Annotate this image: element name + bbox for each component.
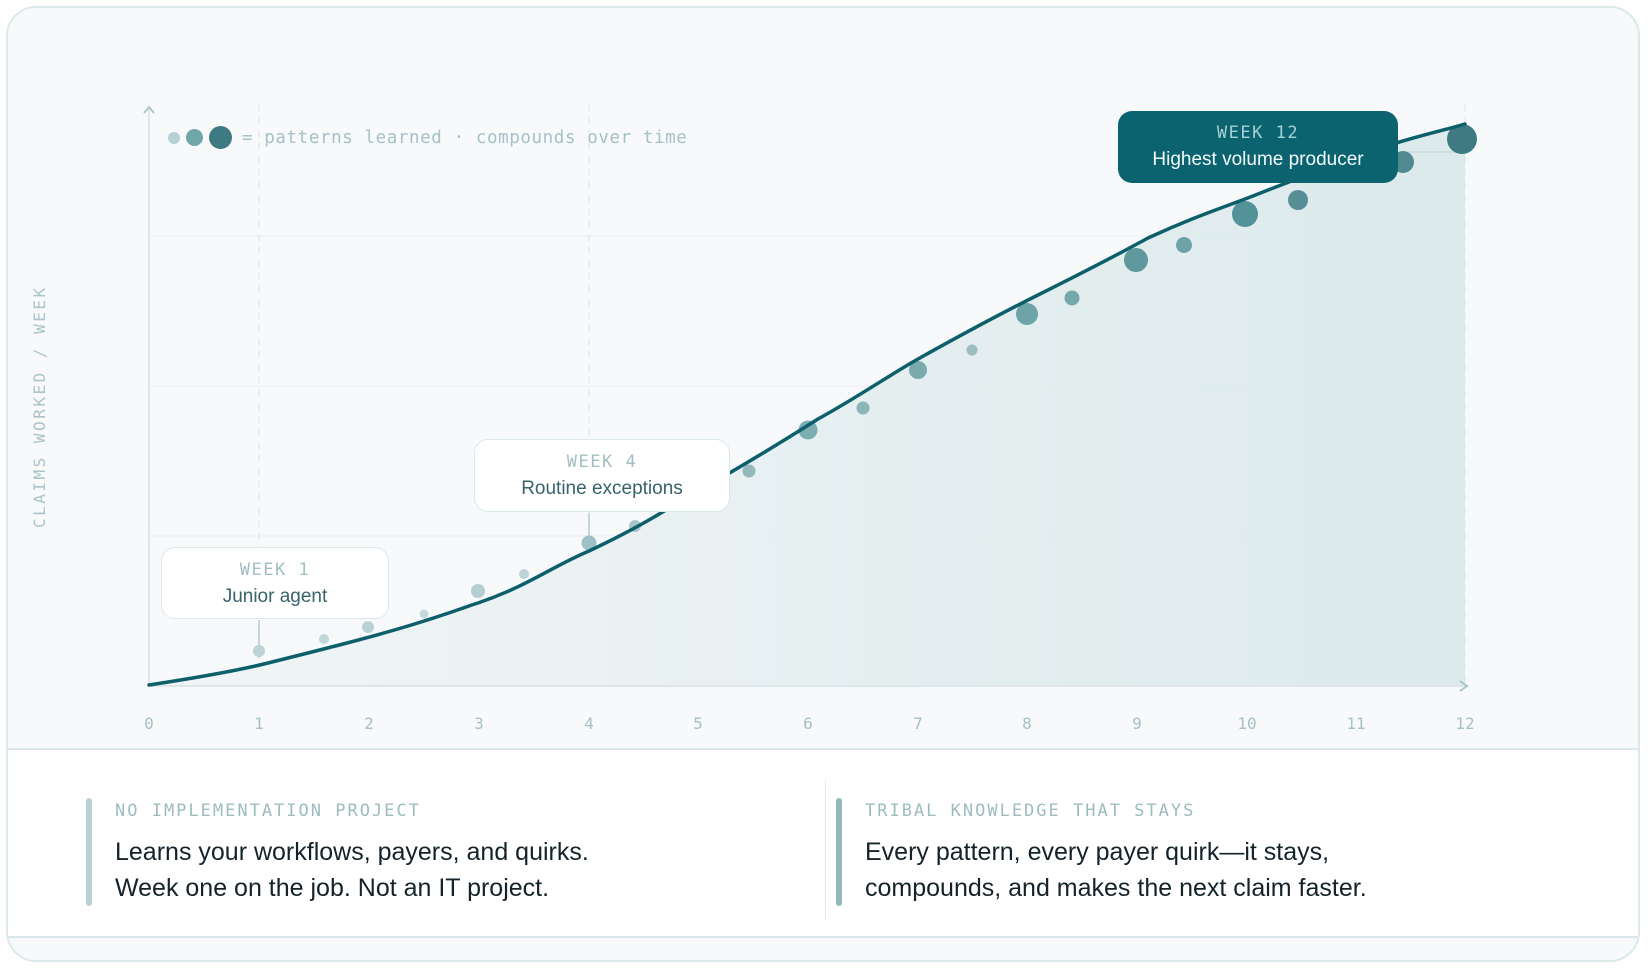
x-tick: 0	[144, 714, 154, 733]
x-tick: 2	[364, 714, 374, 733]
accent-bar	[86, 798, 92, 906]
callout-title: Highest volume producer	[1152, 149, 1364, 170]
x-tick: 4	[584, 714, 594, 733]
feature-line: Week one on the job. Not an IT project.	[115, 874, 550, 902]
callout-week-label: WEEK 12	[1216, 123, 1300, 143]
callout-week-4: WEEK 4 Routine exceptions	[474, 439, 730, 512]
x-tick: 6	[803, 714, 813, 733]
bubble-small-icon	[168, 131, 180, 144]
x-tick: 3	[474, 714, 484, 733]
line-chart	[143, 104, 1477, 692]
callout-title: Routine exceptions	[521, 478, 683, 499]
feature-body: Every pattern, every payer quirk—it stay…	[865, 834, 1367, 906]
feature-line: Learns your workflows, payers, and quirk…	[115, 838, 589, 866]
y-axis-label: CLAIMS WORKED / WEEK	[30, 285, 49, 528]
x-tick: 5	[693, 714, 703, 733]
x-tick: 10	[1237, 714, 1257, 733]
chart-card: CLAIMS WORKED / WEEK = patterns learned …	[6, 6, 1640, 962]
callout-week-1: WEEK 1 Junior agent	[161, 547, 389, 619]
bubble-large-icon	[209, 126, 232, 149]
feature-kicker: TRIBAL KNOWLEDGE THAT STAYS	[865, 801, 1196, 821]
feature-line: Every pattern, every payer quirk—it stay…	[865, 838, 1330, 866]
x-tick: 12	[1455, 714, 1475, 733]
legend: = patterns learned · compounds over time	[168, 126, 687, 149]
callout-week-12: WEEK 12 Highest volume producer	[1118, 111, 1398, 183]
accent-bar	[836, 798, 842, 906]
chart-area: CLAIMS WORKED / WEEK = patterns learned …	[8, 8, 1638, 748]
feature-line: compounds, and makes the next claim fast…	[865, 874, 1367, 902]
feature-body: Learns your workflows, payers, and quirk…	[115, 834, 589, 906]
callout-week-label: WEEK 1	[239, 560, 311, 580]
y-axis-arrow-icon	[143, 105, 155, 114]
feature-kicker: NO IMPLEMENTATION PROJECT	[115, 801, 421, 821]
callout-week-label: WEEK 4	[566, 452, 638, 472]
feature-panel: NO IMPLEMENTATION PROJECT Learns your wo…	[8, 748, 1638, 938]
legend-text: = patterns learned · compounds over time	[242, 127, 688, 148]
x-tick: 9	[1132, 714, 1142, 733]
x-tick: 8	[1022, 714, 1032, 733]
callout-title: Junior agent	[222, 586, 328, 607]
growth-curve	[147, 122, 1467, 687]
bubble-medium-icon	[186, 129, 203, 146]
x-axis-arrow-icon	[1459, 680, 1469, 692]
x-tick: 11	[1346, 714, 1366, 733]
x-tick: 7	[913, 714, 923, 733]
x-tick: 1	[254, 714, 264, 733]
column-divider	[825, 780, 826, 920]
